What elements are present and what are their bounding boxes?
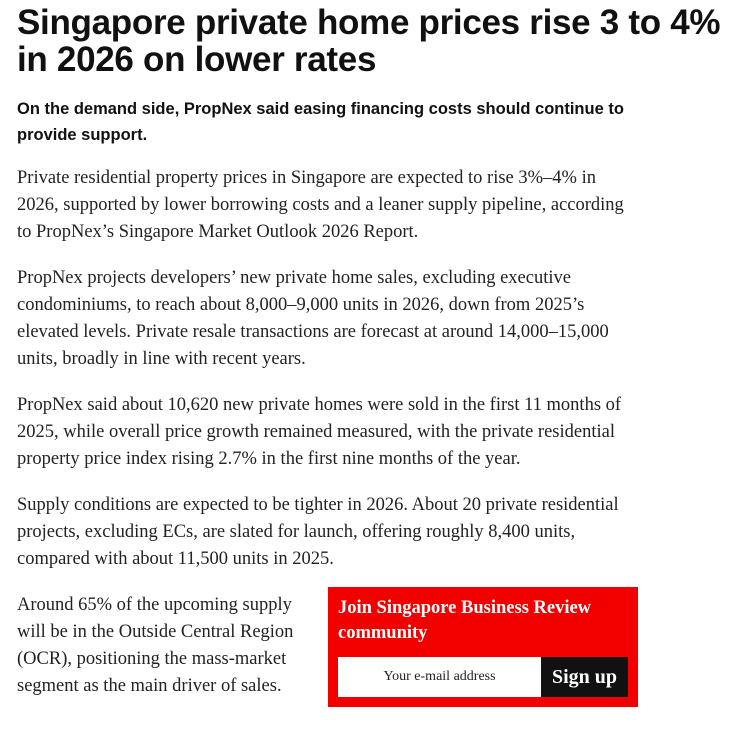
email-input[interactable]	[338, 657, 541, 697]
sign-up-button[interactable]: Sign up	[541, 657, 628, 697]
paragraph-with-signup: Around 65% of the upcoming supply will b…	[17, 587, 747, 707]
article-paragraph: PropNex said about 10,620 new private ho…	[17, 395, 622, 469]
article-paragraph: PropNex projects developers’ new private…	[17, 268, 609, 369]
article-paragraph: Around 65% of the upcoming supply will b…	[17, 595, 294, 696]
signup-title: Join Singapore Business Review community	[338, 598, 592, 643]
article-paragraph: Supply conditions are expected to be tig…	[17, 495, 619, 569]
article-subheadline: On the demand side, PropNex said easing …	[17, 100, 624, 144]
article-paragraph: Private residential property prices in S…	[17, 168, 624, 242]
article: Singapore private home prices rise 3 to …	[17, 4, 747, 707]
signup-form: Sign up	[338, 657, 628, 697]
newsletter-signup-box: Join Singapore Business Review community…	[328, 587, 638, 707]
article-headline: Singapore private home prices rise 3 to …	[17, 3, 721, 79]
